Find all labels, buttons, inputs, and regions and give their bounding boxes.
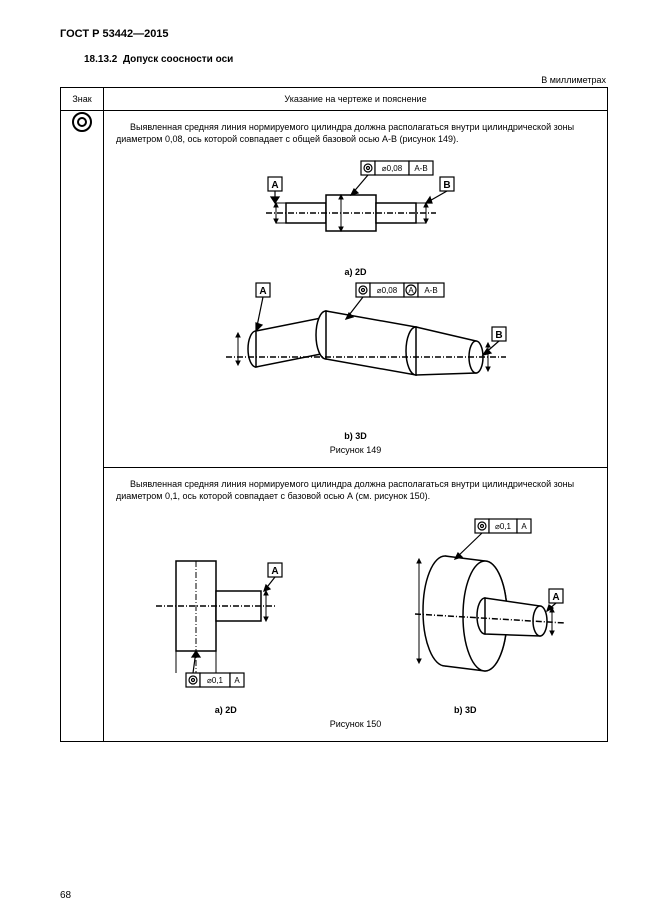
section-number: 18.13.2: [84, 54, 117, 65]
svg-text:⌀0,08: ⌀0,08: [376, 286, 397, 295]
datum-a-3d: A: [259, 286, 266, 297]
datum-a-label: A: [271, 180, 278, 191]
col-header-desc: Указание на чертеже и пояснение: [104, 88, 608, 111]
fig149-3d-label: b) 3D: [116, 431, 595, 441]
figure-150-cell: Выявленная средняя линия нормируемого ци…: [104, 468, 608, 741]
units-note: В миллиметрах: [60, 75, 606, 85]
fig149-2d-label: a) 2D: [116, 267, 595, 277]
fig149-3d: A: [116, 277, 595, 441]
symbol-cell: [61, 111, 104, 742]
svg-text:A-B: A-B: [424, 286, 437, 295]
fig150-2d-label: a) 2D: [136, 705, 316, 715]
document-header: ГОСТ Р 53442—2015: [60, 28, 608, 40]
fig150-paragraph: Выявленная средняя линия нормируемого ци…: [116, 478, 595, 502]
fig150-caption: Рисунок 150: [116, 719, 595, 729]
fig150-3d-label: b) 3D: [355, 705, 575, 715]
svg-text:A: A: [234, 676, 240, 685]
svg-text:A: A: [522, 522, 528, 531]
spec-table: Знак Указание на чертеже и пояснение Выя…: [60, 87, 608, 742]
datum-b-3d: B: [495, 330, 502, 341]
svg-text:A-B: A-B: [414, 164, 427, 173]
fig149-paragraph: Выявленная средняя линия нормируемого ци…: [116, 121, 595, 145]
fig149-2d: A: [116, 153, 595, 277]
fig150-3d: ⌀0,1 A: [355, 511, 575, 715]
fig150-2d-datum-a: A: [271, 566, 278, 577]
section-title: 18.13.2 Допуск соосности оси: [84, 54, 608, 65]
figure-149-cell: Выявленная средняя линия нормируемого ци…: [104, 111, 608, 468]
svg-text:⌀0,1: ⌀0,1: [495, 522, 511, 531]
col-header-symbol: Знак: [61, 88, 104, 111]
svg-text:⌀0,1: ⌀0,1: [207, 676, 223, 685]
page-number: 68: [60, 890, 71, 901]
fig149-caption: Рисунок 149: [116, 445, 595, 455]
concentricity-icon: [72, 112, 92, 132]
svg-text:⌀0,08: ⌀0,08: [381, 164, 402, 173]
fig150-2d: A: [136, 531, 316, 715]
datum-b-label: B: [443, 180, 450, 191]
section-heading: Допуск соосности оси: [123, 54, 233, 65]
svg-text:A: A: [408, 286, 414, 295]
fig150-3d-datum-a: A: [553, 592, 560, 603]
